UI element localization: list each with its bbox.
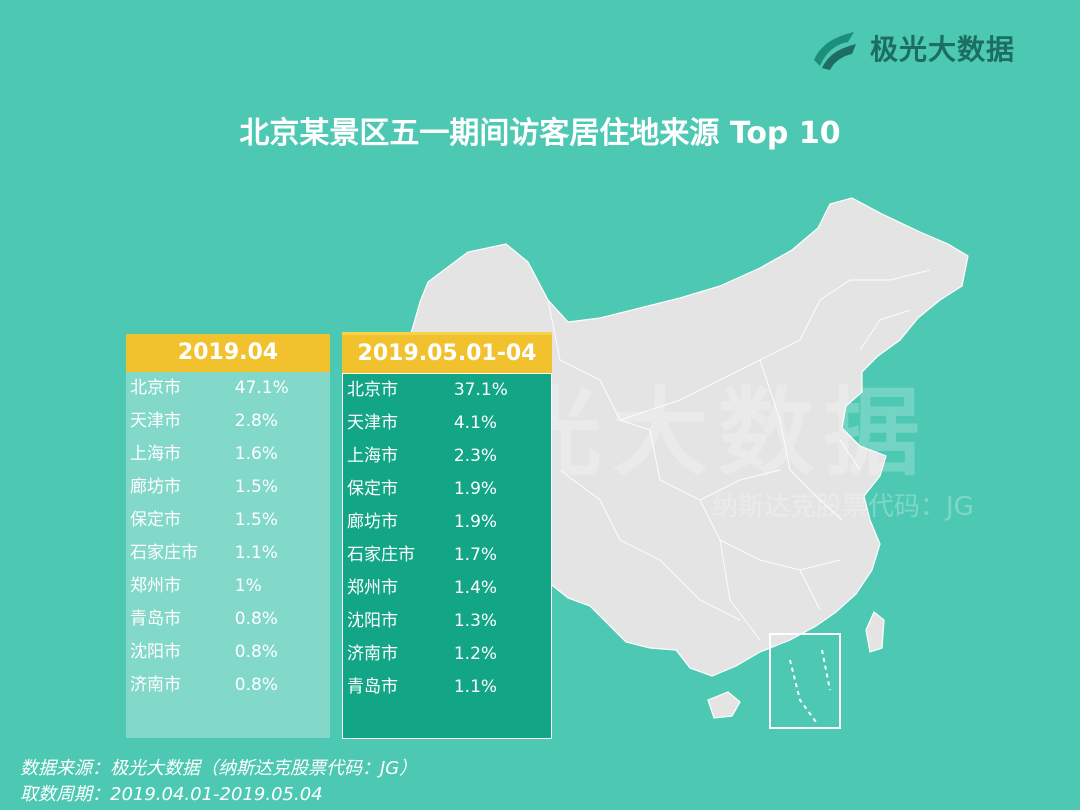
table-row: 石家庄市 1.7% (343, 539, 551, 572)
share-value: 1.2% (453, 644, 498, 664)
city-label: 保定市 (130, 510, 181, 530)
share-value: 2.8% (234, 411, 278, 431)
chart-title: 北京某景区五一期间访客居住地来源 Top 10 (239, 116, 841, 151)
table-april-header: 2019.04 (126, 334, 330, 372)
city-label: 上海市 (347, 446, 398, 466)
table-row: 郑州市 1.4% (343, 572, 551, 605)
share-value: 4.1% (453, 413, 498, 433)
share-value: 1.5% (234, 510, 278, 530)
table-row: 沈阳市 0.8% (126, 636, 330, 669)
city-label: 廊坊市 (130, 477, 181, 497)
table-row: 上海市 1.6% (126, 438, 330, 471)
share-value: 1.5% (234, 477, 278, 497)
footer-source: 数据来源：极光大数据（纳斯达克股票代码：JG） (20, 758, 418, 779)
aurora-logo-icon (814, 32, 856, 70)
share-value: 0.8% (234, 675, 278, 695)
city-label: 济南市 (130, 675, 181, 695)
city-label: 廊坊市 (347, 512, 398, 532)
share-value: 1.9% (453, 512, 498, 532)
share-value: 0.8% (234, 642, 278, 662)
city-label: 北京市 (130, 378, 181, 398)
city-label: 青岛市 (347, 677, 398, 697)
table-mayday-body: 北京市 37.1% 天津市 4.1% 上海市 2.3% 保定市 1.9% 廊坊市 1.9% 石家庄市… (342, 373, 552, 739)
footer-period: 取数周期：2019.04.01-2019.05.04 (20, 784, 323, 805)
table-row: 青岛市 0.8% (126, 603, 330, 636)
share-value: 1.4% (453, 578, 498, 598)
city-label: 青岛市 (130, 609, 181, 629)
taiwan-island (865, 611, 885, 653)
table-april: 2019.04 北京市 47.1% 天津市 2.8% 上海市 1.6% 廊坊市 1.5% 保定市… (126, 334, 330, 738)
share-value: 1% (234, 576, 262, 596)
table-mayday: 2019.05.01-04 北京市 37.1% 天津市 4.1% 上海市 2.3% 保定市 1… (342, 332, 552, 739)
table-row: 青岛市 1.1% (343, 671, 551, 704)
south-china-sea-islands (789, 649, 831, 723)
table-row: 济南市 1.2% (343, 638, 551, 671)
city-label: 上海市 (130, 444, 181, 464)
share-value: 1.3% (453, 611, 498, 631)
city-label: 郑州市 (130, 576, 181, 596)
table-row: 郑州市 1% (126, 570, 330, 603)
city-label: 石家庄市 (130, 543, 198, 563)
share-value: 47.1% (234, 378, 289, 398)
watermark-subtext: 纳斯达克股票代码：JG (712, 492, 974, 522)
table-row: 保定市 1.9% (343, 473, 551, 506)
brand-logo: 极光大数据 (808, 22, 1058, 74)
city-label: 石家庄市 (347, 545, 415, 565)
city-label: 天津市 (347, 413, 398, 433)
table-row: 廊坊市 1.5% (126, 471, 330, 504)
share-value: 1.1% (234, 543, 278, 563)
share-value: 1.6% (234, 444, 278, 464)
table-row: 廊坊市 1.9% (343, 506, 551, 539)
city-label: 北京市 (347, 380, 398, 400)
logo-text: 极光大数据 (870, 33, 1016, 66)
share-value: 2.3% (453, 446, 498, 466)
province-borders (547, 269, 931, 641)
city-label: 沈阳市 (347, 611, 398, 631)
table-row: 上海市 2.3% (343, 440, 551, 473)
hainan-island (707, 691, 741, 719)
share-value: 1.7% (453, 545, 498, 565)
city-label: 天津市 (130, 411, 181, 431)
city-label: 保定市 (347, 479, 398, 499)
share-value: 1.1% (453, 677, 498, 697)
city-label: 郑州市 (347, 578, 398, 598)
city-label: 沈阳市 (130, 642, 181, 662)
share-value: 1.9% (453, 479, 498, 499)
table-row: 沈阳市 1.3% (343, 605, 551, 638)
share-value: 37.1% (453, 380, 508, 400)
table-row: 保定市 1.5% (126, 504, 330, 537)
table-row: 北京市 47.1% (126, 372, 330, 405)
city-label: 济南市 (347, 644, 398, 664)
table-row: 北京市 37.1% (343, 374, 551, 407)
table-row: 石家庄市 1.1% (126, 537, 330, 570)
south-china-sea-inset (769, 633, 841, 729)
share-value: 0.8% (234, 609, 278, 629)
table-mayday-header: 2019.05.01-04 (342, 332, 552, 373)
table-row: 天津市 2.8% (126, 405, 330, 438)
table-row: 济南市 0.8% (126, 669, 330, 702)
table-april-body: 北京市 47.1% 天津市 2.8% 上海市 1.6% 廊坊市 1.5% 保定市 1.5% 石家庄市… (126, 372, 330, 738)
table-row: 天津市 4.1% (343, 407, 551, 440)
